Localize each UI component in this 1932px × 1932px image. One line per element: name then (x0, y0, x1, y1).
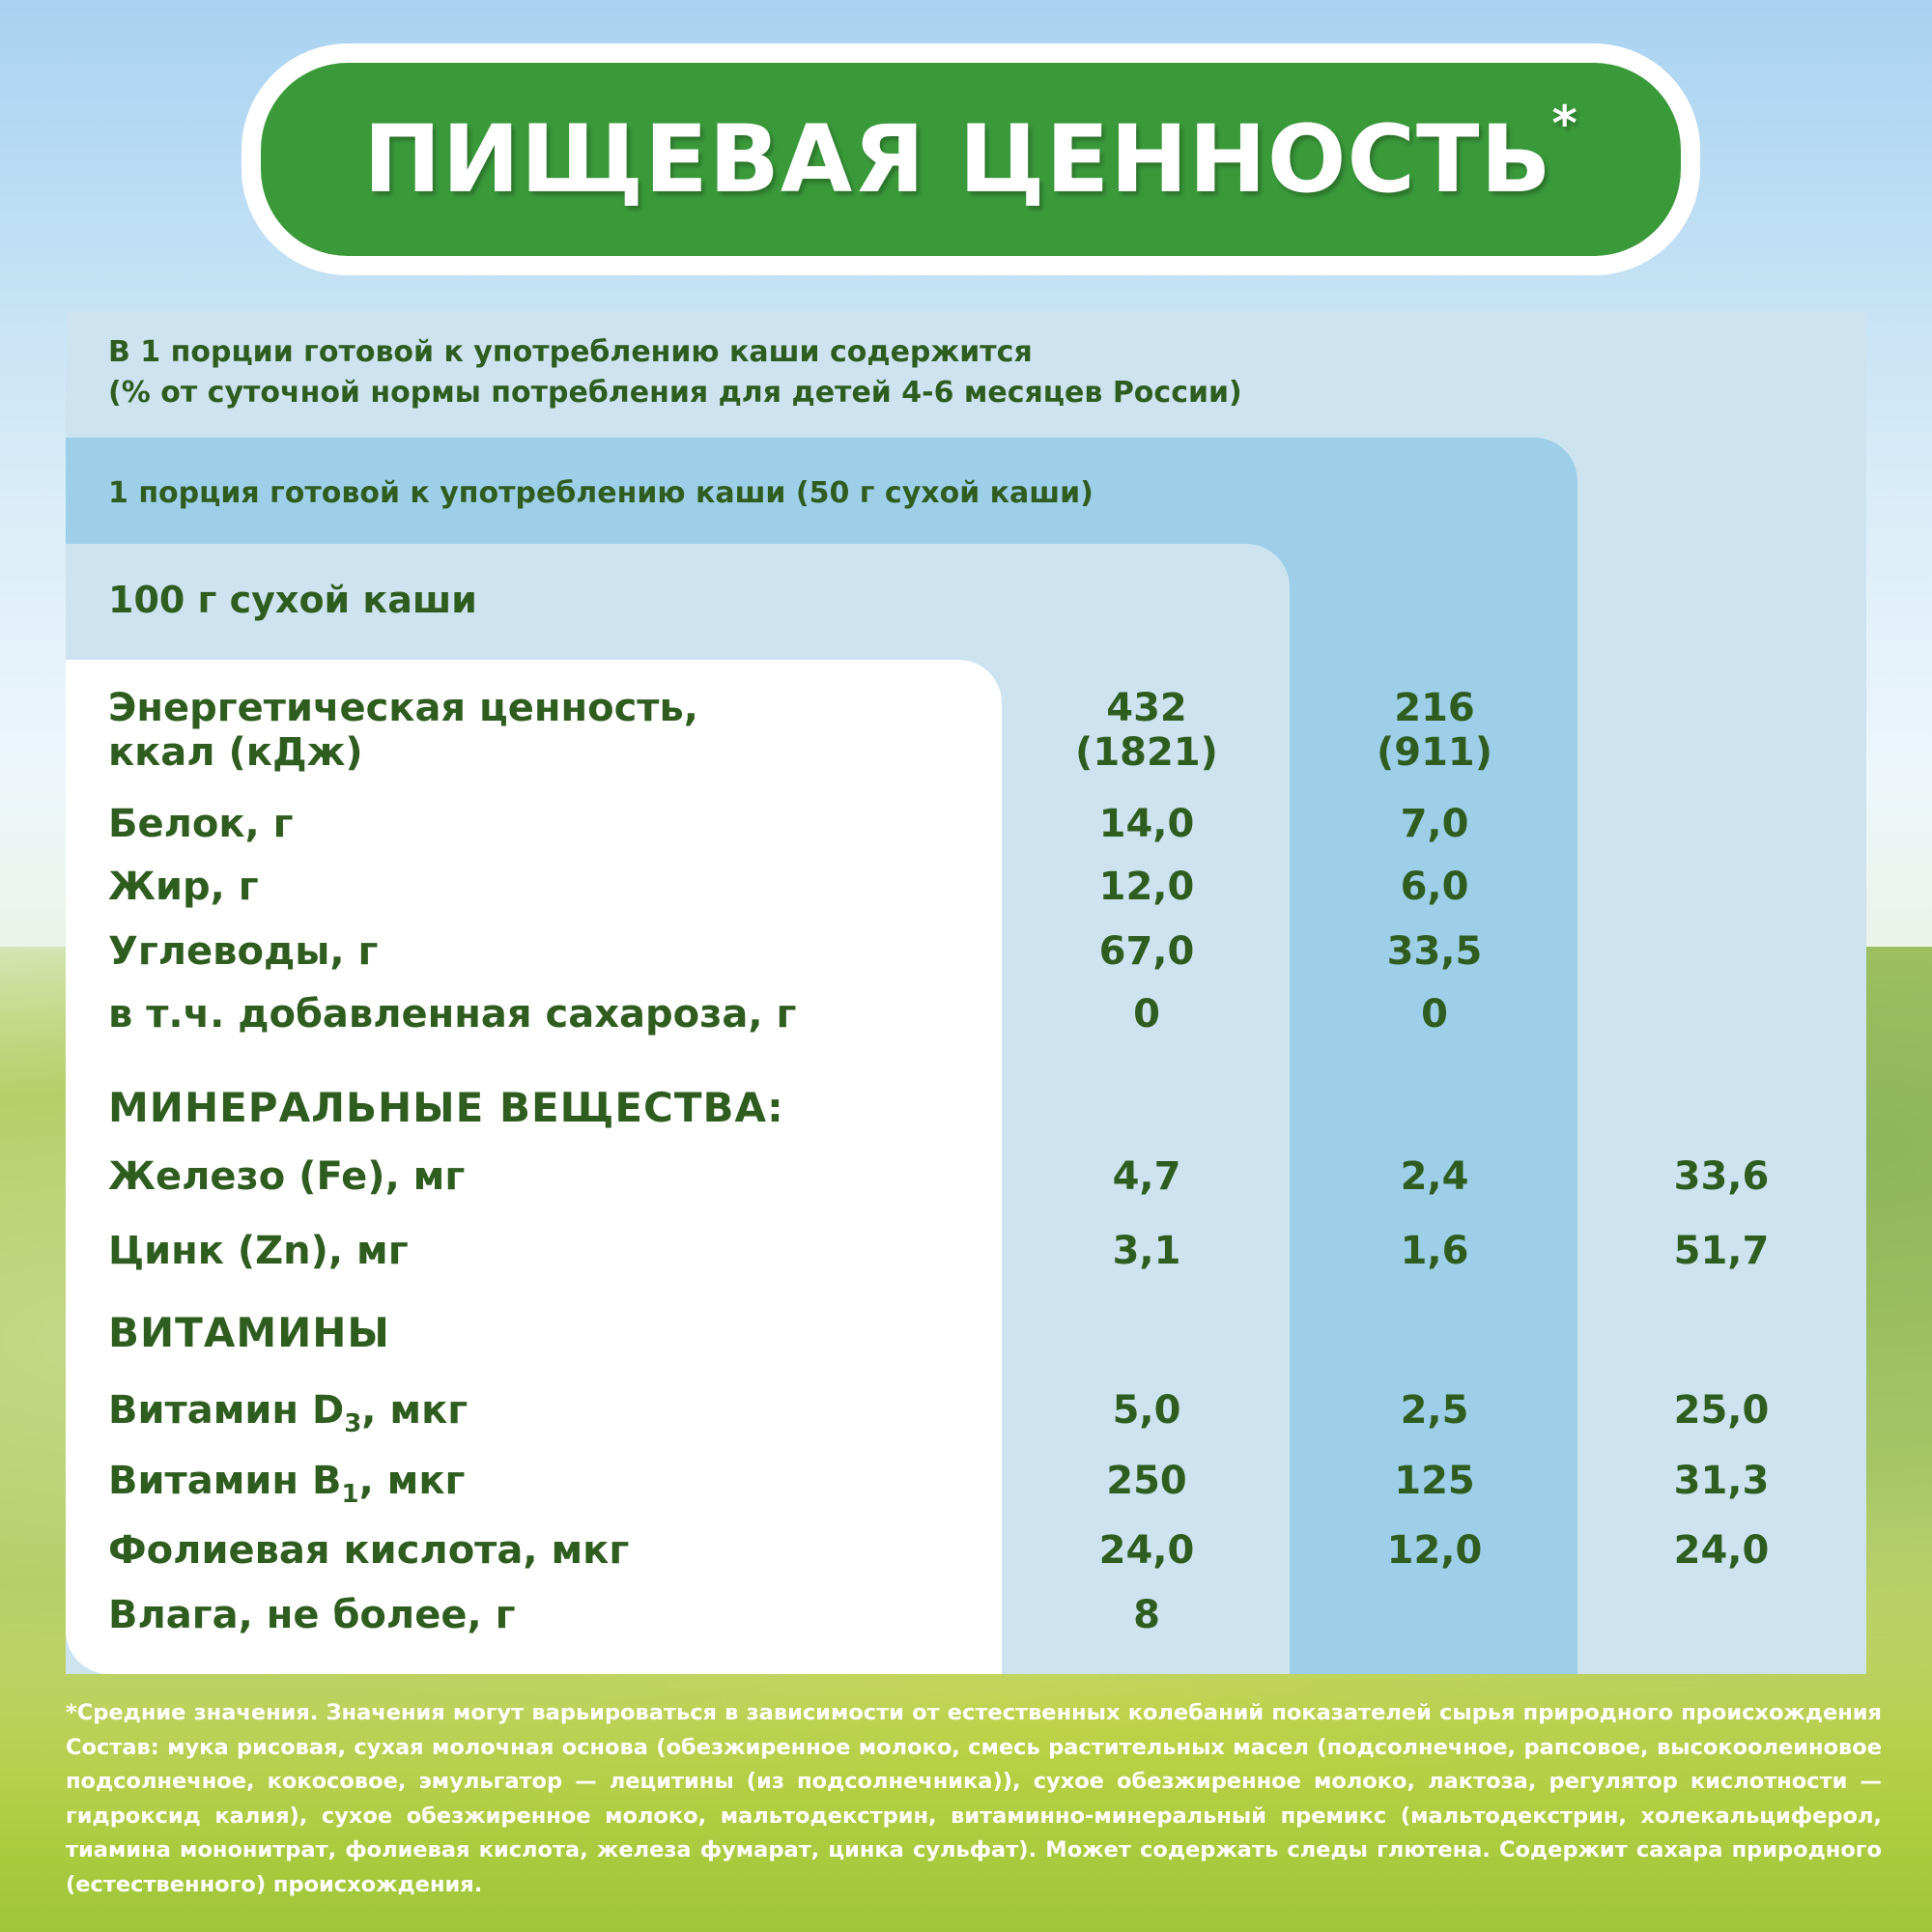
value-portion: 2,5 (1400, 1388, 1469, 1433)
value-per100: 12,0 (1098, 865, 1195, 909)
value-per100: 250 (1106, 1459, 1187, 1503)
value-per100: 24,0 (1098, 1528, 1195, 1573)
value-per100: 432 (1821) (1075, 686, 1218, 775)
value-daily-norm: 51,7 (1673, 1229, 1770, 1273)
value-per100: 14,0 (1098, 802, 1195, 846)
row-label: Углеводы, г (108, 929, 379, 974)
value-portion: 2,4 (1400, 1154, 1469, 1199)
value-per100: 4,7 (1112, 1154, 1181, 1199)
value-portion: 125 (1394, 1459, 1475, 1503)
section-vitamins: ВИТАМИНЫ (108, 1309, 390, 1356)
row-label: в т.ч. добавленная сахароза, г (108, 992, 797, 1037)
value-portion: 7,0 (1400, 802, 1469, 846)
header-per100: 100 г сухой каши (108, 579, 477, 621)
footnote: *Средние значения. Значения могут варьир… (66, 1700, 1882, 1897)
value-portion: 0 (1421, 992, 1448, 1037)
row-label: Влага, не более, г (108, 1593, 516, 1637)
value-daily-norm: 25,0 (1673, 1388, 1770, 1433)
row-label: Витамин D3, мкг (108, 1388, 469, 1438)
value-per100: 8 (1133, 1593, 1160, 1637)
value-portion: 12,0 (1386, 1528, 1483, 1573)
header-portion: 1 порция готовой к употреблению каши (50… (108, 476, 1094, 510)
page-title: ПИЩЕВАЯ ЦЕННОСТЬ* (363, 96, 1578, 213)
row-label: Фолиевая кислота, мкг (108, 1528, 630, 1573)
header-daily-norm: В 1 порции готовой к употреблению каши с… (108, 335, 1242, 410)
value-per100: 5,0 (1112, 1388, 1181, 1433)
labels-area (66, 660, 1002, 1674)
row-label: Витамин B1, мкг (108, 1459, 466, 1509)
title-banner: ПИЩЕВАЯ ЦЕННОСТЬ* (261, 63, 1681, 256)
row-label: Жир, г (108, 865, 259, 909)
value-portion: 1,6 (1400, 1229, 1469, 1273)
value-daily-norm: 31,3 (1673, 1459, 1770, 1503)
section-minerals: МИНЕРАЛЬНЫЕ ВЕЩЕСТВА: (108, 1084, 784, 1131)
value-portion: 33,5 (1386, 929, 1483, 974)
value-portion: 6,0 (1400, 865, 1469, 909)
value-per100: 3,1 (1112, 1229, 1181, 1273)
row-label: Железо (Fe), мг (108, 1154, 466, 1199)
value-per100: 67,0 (1098, 929, 1195, 974)
value-daily-norm: 24,0 (1673, 1528, 1770, 1573)
row-label: Энергетическая ценность, ккал (кДж) (108, 686, 698, 775)
value-portion: 216 (911) (1376, 686, 1493, 775)
row-label: Цинк (Zn), мг (108, 1229, 409, 1273)
value-per100: 0 (1133, 992, 1160, 1037)
value-daily-norm: 33,6 (1673, 1154, 1770, 1199)
row-label: Белок, г (108, 802, 294, 846)
